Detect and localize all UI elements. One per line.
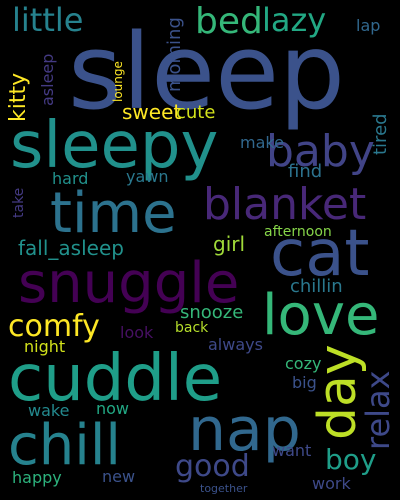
word-lounge: lounge (111, 61, 125, 102)
word-tired: tired (370, 113, 391, 155)
word-good: good (175, 449, 250, 484)
word-wake: wake (28, 401, 70, 420)
word-chillin: chillin (290, 276, 343, 297)
word-bed: bed (195, 1, 263, 42)
word-look: look (120, 323, 154, 342)
word-afternoon: afternoon (264, 224, 332, 240)
word-big: big (292, 373, 317, 392)
word-love: love (262, 283, 380, 348)
word-yawn: yawn (126, 167, 169, 186)
word-snuggle: snuggle (18, 251, 240, 316)
word-kitty: kitty (6, 72, 31, 122)
word-cute: cute (176, 102, 216, 123)
word-morning: morning (164, 17, 185, 92)
word-sleep: sleep (68, 11, 346, 133)
word-take: take (11, 187, 27, 218)
word-blanket: blanket (203, 179, 367, 230)
word-comfy: comfy (8, 309, 100, 344)
word-lazy: lazy (262, 1, 327, 39)
word-cat: cat (270, 217, 370, 291)
word-girl: girl (213, 232, 246, 256)
word-nap: nap (188, 395, 301, 465)
word-fall-asleep: fall_asleep (18, 236, 124, 260)
word-lap: lap (356, 16, 381, 35)
word-together: together (200, 482, 248, 495)
word-sleepy: sleepy (10, 109, 219, 183)
word-sweet: sweet (122, 100, 182, 124)
word-cuddle: cuddle (8, 342, 223, 416)
word-work: work (312, 474, 351, 493)
word-snooze: snooze (180, 302, 244, 323)
word-night: night (24, 337, 66, 356)
word-asleep: asleep (38, 53, 57, 106)
word-relax: relax (359, 370, 397, 450)
word-baby: baby (266, 126, 375, 177)
word-always: always (208, 335, 263, 354)
word-want: want (272, 441, 312, 460)
word-little: little (12, 1, 84, 39)
word-make: make (240, 133, 284, 152)
word-chill: chill (8, 413, 121, 478)
word-now: now (96, 399, 130, 418)
word-find: find (288, 161, 323, 182)
word-cozy: cozy (285, 354, 322, 373)
word-time: time (50, 181, 177, 246)
word-new: new (102, 467, 136, 486)
word-boy: boy (325, 443, 377, 476)
word-happy: happy (12, 468, 62, 487)
word-back: back (175, 320, 209, 336)
word-hard: hard (52, 169, 89, 188)
